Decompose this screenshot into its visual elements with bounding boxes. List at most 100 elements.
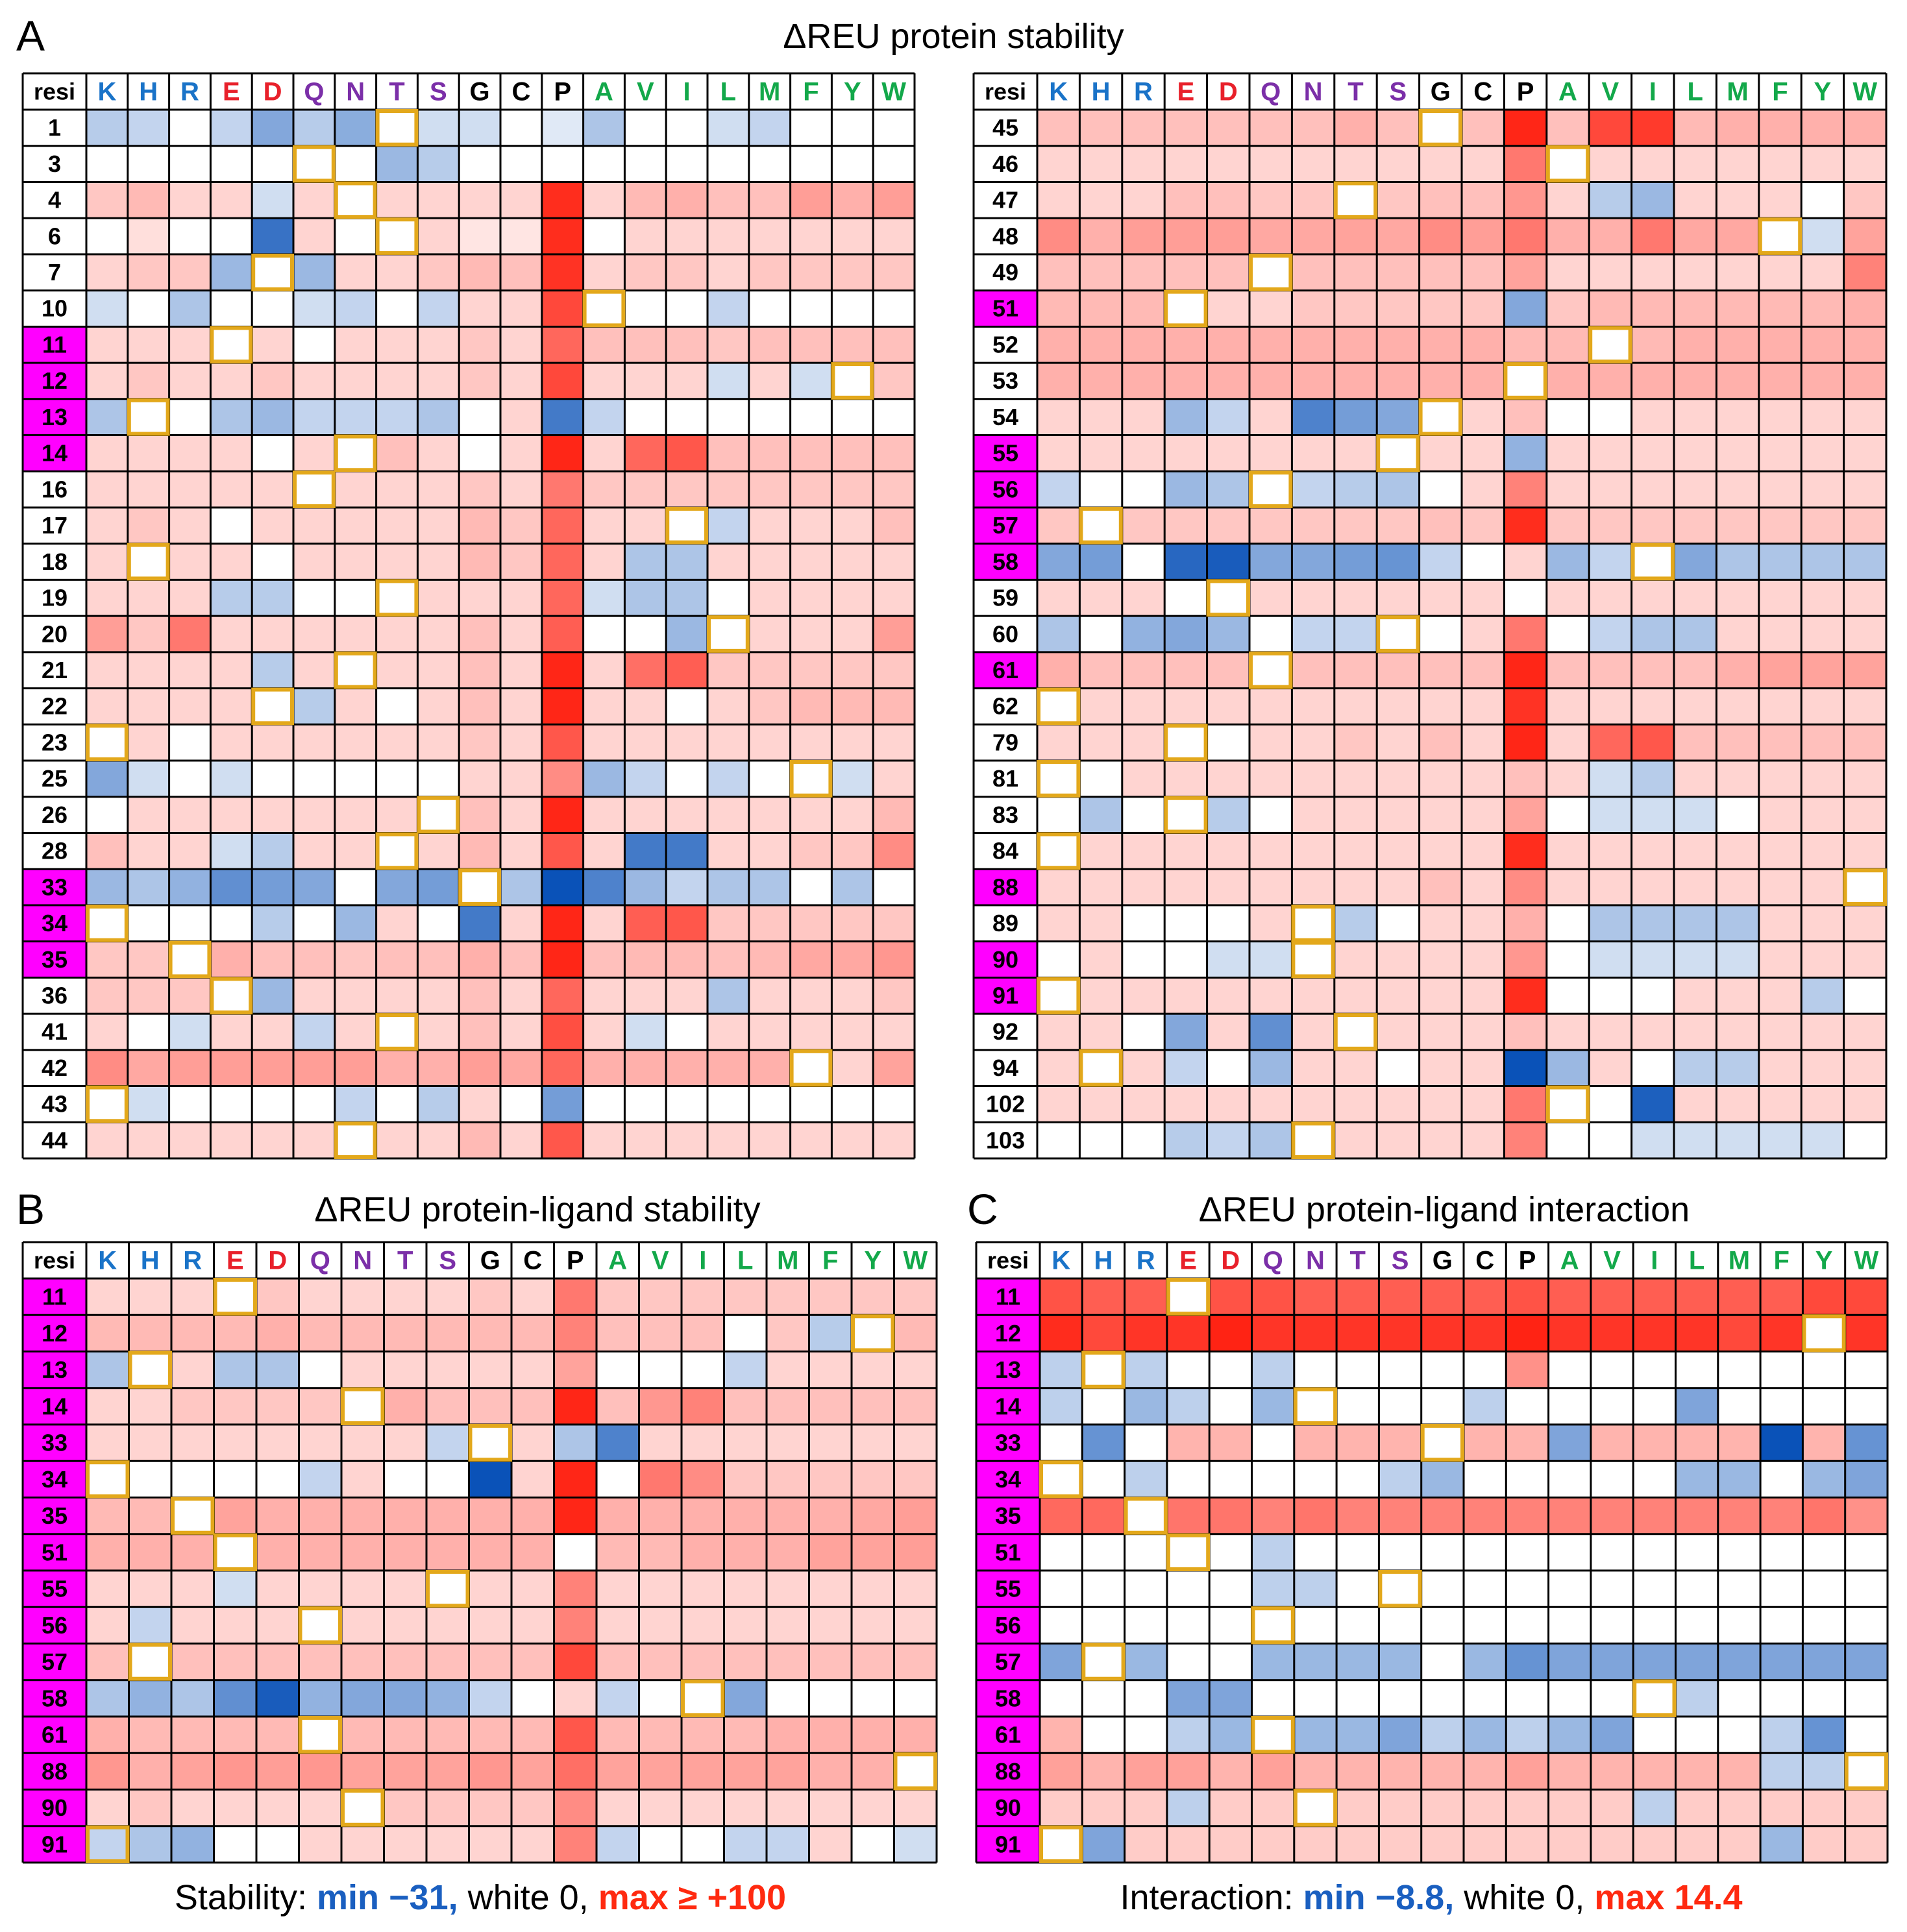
- heatmap-cell: [127, 110, 169, 146]
- heatmap-cell: [127, 905, 169, 942]
- heatmap-cell: [707, 869, 749, 905]
- heatmap-cell: [666, 182, 707, 219]
- table-row: 90: [976, 1789, 1888, 1826]
- table-row: 18: [23, 543, 915, 580]
- heatmap-cell: [1334, 363, 1377, 399]
- heatmap-cell: [1843, 724, 1886, 761]
- heatmap-cell: [1079, 218, 1122, 254]
- column-header-c: C: [523, 1246, 542, 1275]
- table-row: 42: [23, 1049, 915, 1086]
- heatmap-cell: [1548, 1351, 1591, 1388]
- heatmap-cell: [256, 1643, 299, 1680]
- table-row: 84: [974, 833, 1886, 870]
- heatmap-cell: [293, 363, 335, 399]
- heatmap-cell: [809, 1278, 852, 1315]
- heatmap-cell: [1674, 326, 1717, 363]
- heatmap-cell: [417, 905, 460, 942]
- heatmap-cell: [1590, 1753, 1634, 1790]
- heatmap-cell: [1122, 1086, 1165, 1123]
- heatmap-cell: [873, 543, 915, 580]
- heatmap-cell: [873, 688, 915, 725]
- heatmap-cell: [459, 290, 500, 327]
- heatmap-cell: [639, 1388, 682, 1425]
- heatmap-cell: [1633, 1571, 1676, 1608]
- heatmap-cell: [1377, 833, 1420, 870]
- heatmap-cell: [252, 869, 293, 905]
- heatmap-cell: [1082, 1278, 1125, 1315]
- column-header-v: V: [652, 1246, 669, 1275]
- wild-type-box: [341, 1387, 385, 1425]
- heatmap-cell: [1419, 761, 1462, 797]
- table-row: 53: [974, 363, 1886, 399]
- heatmap-cell: [376, 254, 418, 291]
- heatmap-cell: [1631, 326, 1674, 363]
- row-label: 47: [992, 187, 1018, 214]
- heatmap-cell: [1334, 761, 1377, 797]
- row-label: 12: [995, 1320, 1021, 1347]
- heatmap-cell: [127, 254, 169, 291]
- heatmap-cell: [1292, 471, 1335, 507]
- heatmap-cell: [511, 1534, 554, 1571]
- heatmap-cell: [1207, 1122, 1249, 1158]
- wild-type-box: [1844, 1752, 1888, 1791]
- row-label: 58: [42, 1685, 68, 1711]
- row-label-cell: [23, 869, 86, 905]
- table-row: 23: [23, 724, 915, 761]
- heatmap-cell: [1462, 471, 1505, 507]
- heatmap-cell: [171, 1789, 214, 1826]
- heatmap-cell: [790, 941, 832, 978]
- heatmap-cell: [1758, 869, 1802, 905]
- heatmap-cell: [376, 724, 418, 761]
- row-label-cell: [974, 941, 1037, 978]
- heatmap-cell: [583, 724, 625, 761]
- heatmap-cell: [500, 724, 542, 761]
- heatmap-cell: [1294, 1680, 1337, 1717]
- heatmap-cell: [252, 363, 293, 399]
- heatmap-cell: [748, 471, 791, 507]
- legend-max: max ≥ +100: [598, 1878, 786, 1917]
- heatmap-cell: [1546, 182, 1590, 219]
- heatmap-cell: [639, 1278, 682, 1315]
- heatmap-cell: [1164, 182, 1207, 219]
- heatmap-cell: [1633, 1753, 1676, 1790]
- heatmap-cell: [210, 1122, 252, 1158]
- heatmap-cell: [748, 1122, 791, 1158]
- heatmap-cell: [1377, 977, 1420, 1014]
- heatmap-cell: [1506, 1789, 1549, 1826]
- heatmap-cell: [1504, 616, 1547, 652]
- heatmap-cell: [624, 543, 667, 580]
- heatmap-cell: [1717, 1826, 1761, 1863]
- heatmap-cell: [1419, 543, 1462, 580]
- heatmap-cell: [583, 507, 625, 544]
- heatmap-cell: [86, 254, 128, 291]
- heatmap-cell: [1758, 724, 1802, 761]
- heatmap-cell: [1674, 724, 1717, 761]
- row-label-cell: [976, 1497, 1040, 1534]
- heatmap-cell: [252, 507, 293, 544]
- row-label-cell: [23, 1643, 86, 1680]
- heatmap-cell: [707, 363, 749, 399]
- wild-type-box: [1588, 326, 1632, 364]
- heatmap-cell: [748, 833, 791, 870]
- heatmap-cell: [1249, 796, 1292, 833]
- heatmap-cell: [1037, 435, 1080, 472]
- heatmap-cell: [1758, 580, 1802, 617]
- heatmap-cell: [1590, 1388, 1634, 1425]
- heatmap-cell: [1631, 543, 1674, 580]
- heatmap-cell: [1334, 110, 1377, 146]
- heatmap-cell: [252, 1122, 293, 1158]
- heatmap-cell: [1037, 145, 1080, 182]
- heatmap-cell: [1037, 363, 1080, 399]
- legend-label: Stability:: [175, 1878, 317, 1917]
- heatmap-cell: [252, 1049, 293, 1086]
- heatmap-cell: [1758, 941, 1802, 978]
- heatmap-cell: [214, 1388, 256, 1425]
- heatmap-cell: [1506, 1534, 1549, 1571]
- heatmap-cell: [1631, 110, 1674, 146]
- heatmap-cell: [873, 110, 915, 146]
- heatmap-cell: [624, 254, 667, 291]
- heatmap-cell: [1845, 1461, 1888, 1498]
- heatmap-cell: [790, 363, 832, 399]
- table-row: 35: [23, 1497, 937, 1534]
- heatmap-cell: [1631, 652, 1674, 689]
